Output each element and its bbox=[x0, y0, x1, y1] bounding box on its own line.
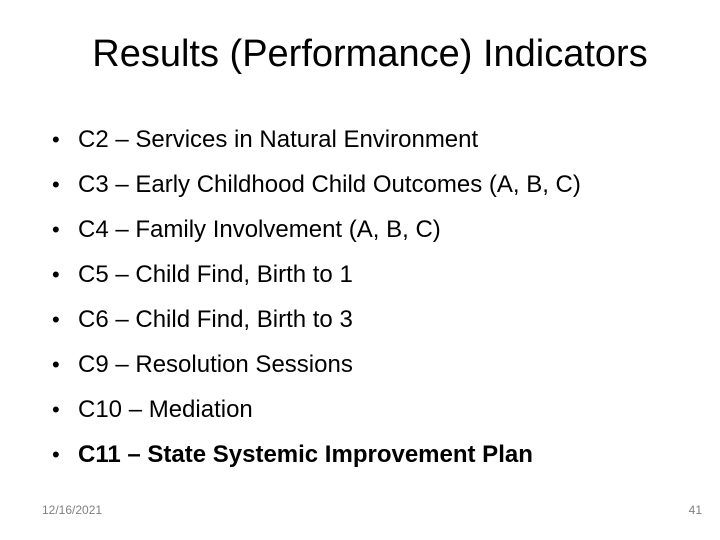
bullet-text: C4 – Family Involvement (A, B, C) bbox=[78, 215, 441, 243]
bullet-text: C11 – State Systemic Improvement Plan bbox=[78, 440, 533, 468]
bullet-text: C9 – Resolution Sessions bbox=[78, 350, 353, 378]
bullet-marker: • bbox=[52, 396, 60, 422]
bullet-marker: • bbox=[52, 261, 60, 287]
slide-number: 41 bbox=[688, 503, 702, 517]
bullet-item: • C5 – Child Find, Birth to 1 bbox=[0, 252, 720, 297]
bullet-item: • C6 – Child Find, Birth to 3 bbox=[0, 297, 720, 342]
bullet-item: • C3 – Early Childhood Child Outcomes (A,… bbox=[0, 162, 720, 207]
bullet-marker: • bbox=[52, 441, 60, 467]
bullet-text: C5 – Child Find, Birth to 1 bbox=[78, 260, 353, 288]
bullet-marker: • bbox=[52, 306, 60, 332]
bullet-text: C10 – Mediation bbox=[78, 395, 253, 423]
bullet-marker: • bbox=[52, 171, 60, 197]
bullet-marker: • bbox=[52, 351, 60, 377]
bullet-item: • C11 – State Systemic Improvement Plan bbox=[0, 432, 720, 477]
bullet-item: • C10 – Mediation bbox=[0, 387, 720, 432]
slide-title: Results (Performance) Indicators bbox=[92, 33, 648, 75]
bullet-marker: • bbox=[52, 216, 60, 242]
bullet-list: • C2 – Services in Natural Environment • C3… bbox=[0, 117, 720, 477]
bullet-text: C3 – Early Childhood Child Outcomes (A, … bbox=[78, 170, 581, 198]
bullet-marker: • bbox=[52, 126, 60, 152]
footer-date: 12/16/2021 bbox=[42, 503, 103, 517]
bullet-text: C6 – Child Find, Birth to 3 bbox=[78, 305, 353, 333]
bullet-text: C2 – Services in Natural Environment bbox=[78, 125, 479, 153]
bullet-item: • C9 – Resolution Sessions bbox=[0, 342, 720, 387]
bullet-item: • C2 – Services in Natural Environment bbox=[0, 117, 720, 162]
bullet-item: • C4 – Family Involvement (A, B, C) bbox=[0, 207, 720, 252]
